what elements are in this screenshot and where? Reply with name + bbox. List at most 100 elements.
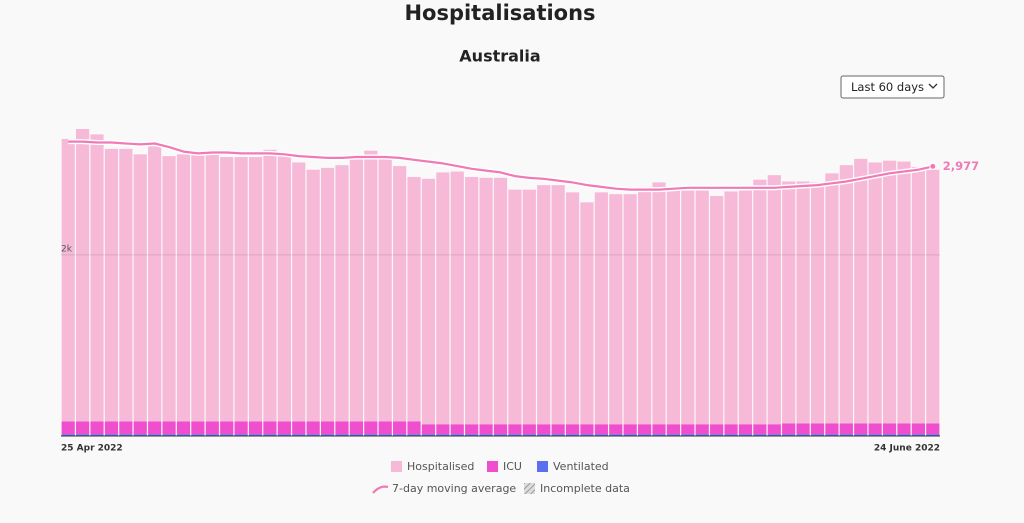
bar-segment (652, 434, 666, 436)
bar-segment (436, 424, 450, 435)
bar-segment (825, 173, 839, 424)
bar-segment (666, 186, 681, 425)
legend-swatch (391, 461, 402, 472)
bar-segment (234, 421, 248, 435)
bar-segment (234, 434, 248, 436)
plot (61, 128, 940, 436)
legend-swatch (487, 461, 498, 472)
legend: Hospitalised ICU Ventilated 7-day moving av… (372, 460, 630, 495)
bar-segment (753, 434, 767, 436)
bar-segment (148, 421, 162, 435)
bar-segment (695, 424, 709, 435)
bar-segment (493, 434, 508, 436)
bar-segment (868, 162, 882, 424)
bar-segment (393, 166, 407, 422)
bar-segment (407, 421, 421, 435)
bar-segment (148, 434, 162, 436)
bar-segment (882, 434, 897, 436)
bar-segment (176, 154, 191, 422)
bar-segment (277, 421, 291, 435)
bar-segment (767, 434, 781, 436)
range-dropdown[interactable]: Last 60 days (840, 75, 945, 99)
bar-segment (263, 149, 277, 422)
bar-segment (926, 169, 940, 424)
bar-segment (76, 434, 90, 436)
bar-segment (205, 154, 219, 422)
bar-segment (825, 423, 839, 435)
bar-segment (176, 434, 191, 436)
dropdown-caret[interactable] (928, 83, 938, 89)
bar-segment (623, 424, 637, 435)
bar-segment (176, 421, 191, 435)
bar-segment (407, 434, 421, 436)
bar-segment (926, 434, 940, 436)
bar-segment (681, 424, 695, 435)
bar-segment (839, 165, 853, 424)
bar-segment (738, 190, 753, 425)
bar-segment (76, 128, 90, 422)
dropdown-box[interactable] (840, 75, 945, 99)
legend-hatch-swatch (524, 483, 535, 494)
bar-segment (810, 182, 825, 424)
bar-segment (695, 434, 709, 436)
bar-segment (90, 434, 104, 436)
bar-segment (421, 434, 436, 436)
bar-segment (306, 421, 320, 435)
bar-segment (61, 138, 75, 422)
x-tick-label: 25 Apr 2022 (61, 444, 123, 454)
bar-segment (911, 434, 925, 436)
bar-segment (854, 434, 868, 436)
bar-segment (320, 434, 335, 436)
bar-segment (810, 434, 825, 436)
moving-average-line (68, 140, 934, 191)
bar-segment (220, 421, 234, 435)
bar-segment (882, 160, 897, 424)
bar-segment (234, 157, 248, 422)
bar-segment (724, 424, 738, 435)
bar-segment (753, 179, 767, 425)
bar-segment (133, 154, 147, 422)
bar-segment (133, 421, 147, 435)
dropdown-label[interactable]: Last 60 days (851, 80, 924, 94)
bar-segment (465, 176, 479, 425)
bar-segment (493, 177, 508, 425)
legend-label: 7-day moving average (392, 482, 516, 495)
bar-segment (104, 148, 119, 422)
y-tick-label: 2k (61, 244, 73, 254)
bar-segment (436, 434, 450, 436)
bar-segment (551, 185, 565, 425)
bar-segment (623, 194, 637, 425)
bar-segment (349, 434, 364, 436)
bar-segment (378, 156, 392, 422)
bar-segment (364, 434, 378, 436)
bar-segment (191, 421, 205, 435)
legend-line-swatch (372, 485, 389, 494)
bar-segment (263, 434, 277, 436)
bar-segment (508, 424, 522, 435)
bar-segment (479, 177, 493, 425)
bar-segment (609, 434, 623, 436)
bar-segment (839, 423, 853, 435)
bar-segment (839, 434, 853, 436)
bar-segment (162, 421, 176, 435)
bar-segment (897, 434, 911, 436)
bar-segment (724, 434, 738, 436)
bar-segment (292, 434, 306, 436)
bar-segment (349, 156, 364, 422)
bar-segment (393, 434, 407, 436)
bar-segment (782, 181, 796, 424)
bar-segment (594, 434, 608, 436)
bar-segment (90, 421, 104, 435)
bar-segment (292, 421, 306, 435)
bar-segment (277, 154, 291, 422)
bar-segment (753, 424, 767, 435)
bar-segment (133, 434, 147, 436)
bar-segment (796, 181, 810, 424)
x-tick-label: 24 June 2022 (874, 444, 940, 454)
bar-segment (911, 167, 925, 424)
end-point (929, 162, 937, 170)
end-label: 2,977 (943, 159, 979, 173)
bar-segment (465, 424, 479, 435)
bar-segment (897, 161, 911, 424)
